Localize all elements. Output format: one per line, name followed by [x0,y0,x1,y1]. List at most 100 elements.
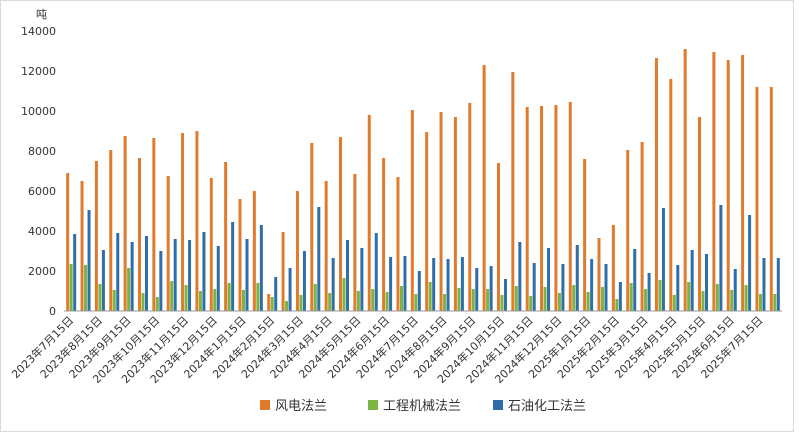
bar-series-3-cat-46 [719,205,723,311]
bar-series-3-cat-2 [87,210,91,311]
bar-series-1-cat-20 [339,137,343,311]
bar-series-3-cat-38 [604,264,608,311]
legend-swatch [260,400,270,410]
bar-series-1-cat-32 [511,72,515,311]
bar-series-3-cat-33 [532,263,536,311]
bar-series-1-cat-19 [324,181,328,311]
bar-series-3-cat-45 [705,254,709,311]
legend: 风电法兰 工程机械法兰 石油化工法兰 [260,399,586,414]
bar-series-3-cat-10 [202,232,206,311]
bar-series-2-cat-12 [227,283,231,311]
bar-series-2-cat-1 [69,264,73,311]
bar-series-3-cat-22 [374,233,378,311]
bar-series-3-cat-48 [748,215,752,311]
bar-series-1-cat-31 [496,163,500,311]
y-tick-label: 12000 [21,65,56,78]
bar-series-2-cat-19 [328,293,332,311]
bar-series-2-cat-8 [170,281,174,311]
bar-series-1-cat-22 [367,115,371,311]
y-tick-label: 6000 [28,185,56,198]
y-axis-unit-label: 吨 [36,8,47,21]
bar-series-2-cat-23 [385,292,389,311]
bar-series-1-cat-47 [726,60,730,311]
bar-series-3-cat-7 [159,251,163,311]
bar-series-2-cat-31 [500,295,504,311]
y-tick-label: 10000 [21,105,56,118]
bar-series-1-cat-4 [109,150,113,311]
bar-series-2-cat-46 [715,284,719,311]
bar-series-1-cat-21 [353,174,357,311]
bar-series-3-cat-20 [346,240,350,311]
bar-series-2-cat-42 [658,280,662,311]
bar-series-2-cat-11 [213,289,217,311]
bar-series-1-cat-9 [181,133,185,311]
bar-series-1-cat-50 [769,87,773,311]
bar-series-3-cat-39 [618,282,622,311]
bars-group [66,49,780,311]
bar-series-2-cat-2 [84,265,88,311]
bar-series-3-cat-12 [231,222,235,311]
bar-series-2-cat-26 [428,282,432,311]
bar-series-2-cat-27 [443,294,447,311]
bar-series-3-cat-16 [288,268,292,311]
bar-series-2-cat-43 [672,295,676,311]
bar-series-1-cat-16 [281,232,285,311]
bar-series-3-cat-49 [762,258,766,311]
bar-series-3-cat-37 [590,259,594,311]
bar-series-3-cat-4 [116,233,120,311]
bar-series-2-cat-35 [557,293,561,311]
bar-series-3-cat-23 [389,257,393,311]
bar-series-3-cat-25 [417,271,421,311]
bar-series-2-cat-17 [299,295,303,311]
bar-series-3-cat-9 [188,240,192,311]
bar-series-3-cat-17 [302,251,306,311]
bar-series-2-cat-32 [514,286,518,311]
bar-series-1-cat-39 [611,225,615,311]
bar-series-1-cat-18 [310,143,314,311]
bar-series-1-cat-11 [209,178,213,311]
bar-series-3-cat-21 [360,248,364,311]
bar-series-1-cat-14 [252,191,256,311]
bar-series-1-cat-26 [425,132,429,311]
bar-series-3-cat-15 [274,277,278,311]
bar-series-3-cat-3 [101,250,105,311]
bar-series-1-cat-42 [654,58,658,311]
bar-series-2-cat-18 [313,284,317,311]
bar-series-3-cat-14 [259,225,263,311]
bar-series-3-cat-6 [144,236,148,311]
bar-series-1-cat-49 [755,87,759,311]
bar-series-1-cat-12 [224,162,228,311]
bar-series-3-cat-43 [676,265,680,311]
bar-series-2-cat-25 [414,294,418,311]
bar-series-2-cat-47 [730,290,734,311]
bar-series-2-cat-41 [644,289,648,311]
bar-series-3-cat-40 [633,249,637,311]
bar-series-2-cat-48 [744,285,748,311]
bar-series-1-cat-34 [540,106,544,311]
bar-series-2-cat-4 [112,290,116,311]
bar-series-2-cat-20 [342,278,346,311]
bar-series-1-cat-1 [66,173,70,311]
bar-series-2-cat-3 [98,284,102,311]
bar-series-1-cat-29 [468,103,472,311]
bar-series-2-cat-14 [256,283,260,311]
bar-series-1-cat-17 [295,191,299,311]
bar-series-3-cat-18 [317,207,321,311]
bar-series-2-cat-28 [457,288,461,311]
bar-series-2-cat-33 [529,296,533,311]
bar-series-1-cat-24 [396,177,400,311]
legend-swatch [493,400,503,410]
bar-series-1-cat-33 [525,107,529,311]
bar-series-1-cat-8 [166,176,170,311]
bar-series-3-cat-34 [547,248,551,311]
bar-series-2-cat-13 [242,290,245,311]
bar-series-1-cat-28 [453,117,457,311]
legend-label: 工程机械法兰 [383,399,461,414]
bar-series-2-cat-21 [356,291,360,311]
bar-series-3-cat-42 [661,208,665,311]
bar-series-1-cat-25 [410,110,414,311]
bar-series-1-cat-6 [137,158,141,311]
bar-series-1-cat-40 [626,150,630,311]
bar-series-2-cat-39 [615,299,619,311]
